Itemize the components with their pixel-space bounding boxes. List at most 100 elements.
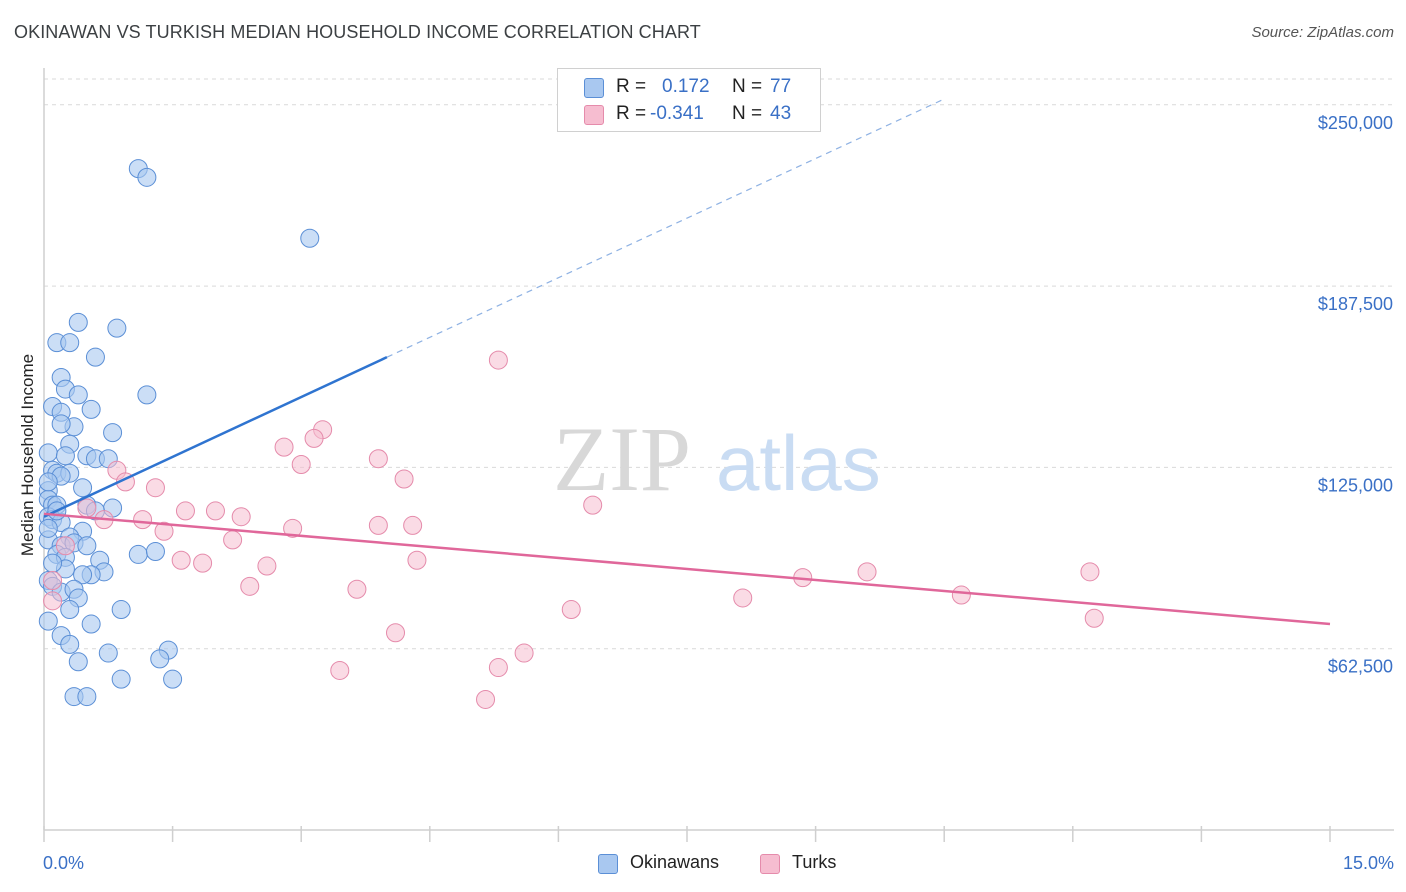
- legend-n-label: N =: [732, 103, 763, 124]
- y-tick-label: $62,500: [1328, 657, 1393, 677]
- okinawan-point: [60, 333, 80, 353]
- okinawan-point: [81, 399, 101, 419]
- turk-swatch: [584, 105, 604, 125]
- y-tick-label: $250,000: [1318, 113, 1393, 133]
- turk-legend-label: Turks: [792, 852, 837, 872]
- turk-point: [283, 518, 303, 538]
- turk-point: [583, 495, 603, 515]
- okinawan-point: [38, 518, 58, 538]
- watermark: ZIP atlas: [553, 408, 881, 510]
- turk-point: [488, 658, 508, 678]
- okinawan-point: [73, 565, 93, 585]
- turk-swatch: [760, 854, 780, 874]
- turk-point: [133, 510, 153, 530]
- okinawan-point: [68, 652, 88, 672]
- turk-point: [514, 643, 534, 663]
- okinawan-point: [68, 312, 88, 332]
- x-tick-label: 15.0%: [1343, 853, 1394, 873]
- turk-point: [231, 507, 251, 527]
- legend-r-value: 0.172: [662, 76, 710, 97]
- turk-point: [476, 689, 496, 709]
- turk-point: [257, 556, 277, 576]
- okinawan-point: [145, 542, 165, 562]
- okinawan-point: [300, 228, 320, 248]
- turk-point: [386, 623, 406, 643]
- okinawan-point: [77, 687, 97, 707]
- okinawan-point: [163, 669, 183, 689]
- okinawan-legend-label: Okinawans: [630, 852, 720, 872]
- legend-n-value: 43: [770, 103, 792, 124]
- okinawan-point: [85, 347, 105, 367]
- turk-point: [205, 501, 225, 521]
- turk-point: [488, 350, 508, 370]
- okinawan-point: [111, 600, 131, 620]
- okinawan-point: [38, 611, 58, 631]
- turk-point: [1080, 562, 1100, 582]
- turk-point: [171, 550, 191, 570]
- turk-point: [43, 591, 63, 611]
- turk-point: [291, 455, 311, 475]
- okinawan-point: [68, 385, 88, 405]
- turk-trend-line: [43, 512, 1331, 626]
- okinawan-point: [60, 600, 80, 620]
- watermark-zip: ZIP: [553, 408, 691, 510]
- turk-point: [175, 501, 195, 521]
- okinawan-point: [38, 443, 58, 463]
- turk-point: [951, 585, 971, 605]
- turk-point: [77, 498, 97, 518]
- y-tick-label: $187,500: [1318, 294, 1393, 314]
- turk-point: [368, 515, 388, 535]
- turk-point: [223, 530, 243, 550]
- turk-point: [368, 449, 388, 469]
- okinawan-point: [111, 669, 131, 689]
- turk-point: [154, 521, 174, 541]
- tick-labels: $62,500 $125,000 $187,500 $250,000 0.0% 15.0%: [43, 113, 1394, 873]
- okinawan-trend-extension: [386, 98, 945, 358]
- turk-point: [304, 428, 324, 448]
- okinawan-point: [128, 544, 148, 564]
- turk-point: [1084, 608, 1104, 628]
- okinawan-swatch: [598, 854, 618, 874]
- okinawan-trend-line: [43, 356, 388, 518]
- okinawan-point: [60, 634, 80, 654]
- okinawan-point: [55, 446, 75, 466]
- turk-points: [43, 350, 1104, 709]
- legend-n-label: N =: [732, 76, 763, 97]
- okinawan-point: [107, 318, 127, 338]
- legend-r-value: -0.341: [650, 103, 704, 124]
- okinawan-point: [51, 414, 71, 434]
- turk-point: [274, 437, 294, 457]
- gridlines: [44, 78, 1394, 650]
- source-label: Source: ZipAtlas.com: [1251, 24, 1394, 41]
- axes: [43, 68, 1394, 842]
- watermark-atlas: atlas: [716, 419, 881, 507]
- turk-point: [403, 515, 423, 535]
- okinawan-points: [38, 159, 320, 707]
- x-tick-label: 0.0%: [43, 853, 84, 873]
- y-tick-label: $125,000: [1318, 475, 1393, 495]
- turk-point: [733, 588, 753, 608]
- okinawan-point: [81, 614, 101, 634]
- okinawan-point: [38, 472, 58, 492]
- okinawan-point: [103, 423, 123, 443]
- okinawan-point: [77, 536, 97, 556]
- turk-point: [561, 600, 581, 620]
- trend-lines: [43, 98, 1331, 626]
- turk-point: [347, 579, 367, 599]
- turk-point: [394, 469, 414, 489]
- turk-point: [240, 576, 260, 596]
- legend-r-label: R =: [616, 103, 647, 124]
- okinawan-swatch: [584, 78, 604, 98]
- okinawan-point: [137, 167, 157, 187]
- okinawan-point: [98, 643, 118, 663]
- okinawan-point: [73, 478, 93, 498]
- chart-title: OKINAWAN VS TURKISH MEDIAN HOUSEHOLD INC…: [14, 22, 701, 42]
- okinawan-point: [43, 553, 63, 573]
- turk-point: [145, 478, 165, 498]
- okinawan-point: [137, 385, 157, 405]
- turk-point: [857, 562, 877, 582]
- turk-point: [407, 550, 427, 570]
- turk-point: [193, 553, 213, 573]
- legend-r-label: R =: [616, 76, 647, 97]
